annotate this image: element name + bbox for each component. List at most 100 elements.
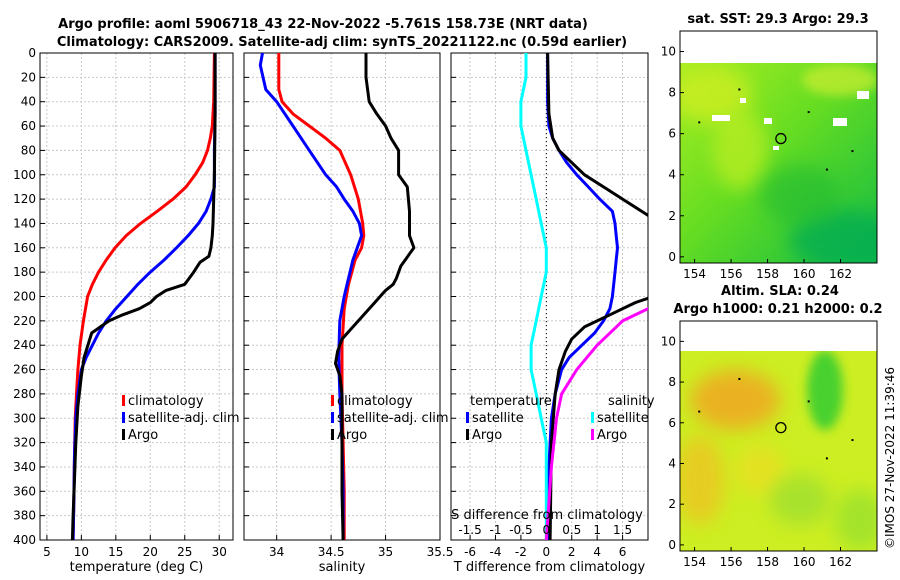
- legend-label: climatology: [337, 394, 413, 409]
- y-tick-label: 120: [13, 192, 36, 206]
- y-tick-label: 6: [668, 416, 676, 430]
- series-line-t-argo: [546, 53, 648, 540]
- x-tick-label: 158: [756, 555, 779, 569]
- x-tick-label: 2: [568, 545, 576, 559]
- island-speck: [851, 439, 854, 442]
- x-tick-label: 154: [683, 267, 706, 281]
- y-tick-label: 320: [13, 436, 36, 450]
- x-tick-label: 34.5: [318, 545, 345, 559]
- sst-map-title: sat. SST: 29.3 Argo: 29.3: [687, 12, 868, 27]
- x-tick-label: 10: [74, 545, 89, 559]
- legend-label: Argo: [597, 428, 627, 443]
- no-data-region: [680, 31, 877, 52]
- x-tick-label: -4: [489, 545, 501, 559]
- y-tick-label: 400: [13, 533, 36, 547]
- y-tick-label: 0: [668, 250, 676, 264]
- y-tick-label: 0: [668, 538, 676, 552]
- y-tick-label: 0: [28, 46, 36, 60]
- y-tick-label: 380: [13, 509, 36, 523]
- map-frame: [679, 320, 878, 552]
- legend-label: Argo: [128, 428, 158, 443]
- x-tick-label: 34: [269, 545, 284, 559]
- x-tick-label: 154: [683, 555, 706, 569]
- map-frame: [679, 30, 878, 264]
- x-axis-label: T difference from climatology: [453, 560, 646, 575]
- y-tick-label: 80: [21, 143, 36, 157]
- secondary-tick-label: 1.5: [613, 523, 632, 537]
- legend-label: satellite: [597, 411, 649, 426]
- figure-title-line2: Climatology: CARS2009. Satellite-adj cli…: [57, 35, 627, 50]
- island-speck: [825, 457, 828, 460]
- sst-missing-pixel: [833, 118, 847, 126]
- legend-header-temperature: temperature: [470, 394, 552, 409]
- y-tick-label: 280: [13, 387, 36, 401]
- x-tick-label: 30: [212, 545, 227, 559]
- x-tick-label: 6: [619, 545, 627, 559]
- x-tick-label: 4: [593, 545, 601, 559]
- secondary-tick-label: -0.5: [509, 523, 532, 537]
- legend-label: satellite-adj. clim: [337, 411, 449, 426]
- legend-swatch: [466, 429, 469, 440]
- y-tick-label: 160: [13, 241, 36, 255]
- argo-location-marker: [775, 132, 787, 145]
- legend-label: satellite: [472, 411, 524, 426]
- y-tick-label: 140: [13, 216, 36, 230]
- y-tick-label: 20: [21, 70, 36, 84]
- legend-swatch: [122, 395, 125, 406]
- sla-low-patch: [770, 475, 830, 525]
- secondary-tick-label: 0.5: [562, 523, 581, 537]
- series-group: [258, 53, 416, 540]
- legend-label: Argo: [472, 428, 502, 443]
- temperature-panel: 5 10 15 20 25 3002040608010012014016018020022…: [13, 46, 240, 575]
- series-line-s-satellite: [519, 53, 548, 540]
- figure-title-line1: Argo profile: aoml 5906718_43 22-Nov-202…: [58, 17, 588, 32]
- y-tick-label: 300: [13, 411, 36, 425]
- x-tick-label: -6: [464, 545, 476, 559]
- side-stamp: ©IMOS 27-Nov-2022 11:39:46: [883, 367, 897, 549]
- sst-warm-patch: [712, 110, 768, 190]
- legend-swatch: [331, 412, 334, 423]
- no-data-region: [680, 321, 877, 342]
- sla-high-patch: [735, 445, 785, 495]
- sst-warm-patch: [802, 64, 877, 96]
- legend-swatch: [122, 429, 125, 440]
- sla-map-panel: Altim. SLA: 0.24 Argo h1000: 0.21 h2000:…: [661, 284, 883, 569]
- y-tick-label: 6: [668, 127, 676, 141]
- secondary-tick-label: -1.5: [458, 523, 481, 537]
- island-speck: [807, 400, 810, 403]
- y-tick-label: 8: [668, 375, 676, 389]
- y-tick-label: 8: [668, 86, 676, 100]
- y-tick-label: 260: [13, 363, 36, 377]
- x-tick-label: 5: [43, 545, 51, 559]
- sla-low-patch: [807, 351, 843, 430]
- sst-warm-patch: [680, 67, 752, 123]
- y-tick-label: 360: [13, 484, 36, 498]
- x-tick-label: 20: [143, 545, 158, 559]
- x-axis-label-secondary: S difference from climatology: [451, 508, 643, 523]
- y-tick-label: 10: [661, 334, 676, 348]
- legend-label: Argo: [337, 428, 367, 443]
- island-speck: [738, 377, 741, 380]
- sla-map-title: Altim. SLA: 0.24: [721, 284, 839, 299]
- argo-location-marker: [775, 422, 787, 434]
- x-tick-label: 35: [378, 545, 393, 559]
- y-tick-label: 2: [668, 209, 676, 223]
- sst-missing-pixel: [740, 98, 746, 103]
- island-speck: [807, 111, 810, 114]
- legend-swatch: [591, 429, 594, 440]
- x-tick-label: 162: [829, 555, 852, 569]
- sst-missing-pixel: [773, 146, 779, 150]
- x-tick-label: 162: [829, 267, 852, 281]
- x-tick-label: 160: [793, 555, 816, 569]
- y-tick-label: 10: [661, 45, 676, 59]
- y-tick-label: 180: [13, 265, 36, 279]
- x-tick-label: 35.5: [427, 545, 454, 559]
- y-tick-label: 2: [668, 497, 676, 511]
- legend-swatch: [466, 412, 469, 423]
- sst-map-panel: sat. SST: 29.3 Argo: 29.3 154 156 158 160 16…: [661, 12, 878, 281]
- series-group: [519, 53, 648, 540]
- x-tick-label: 15: [108, 545, 123, 559]
- sla-high-patch: [690, 370, 780, 430]
- legend-label: satellite-adj. clim: [128, 411, 240, 426]
- sst-missing-pixel: [764, 118, 772, 124]
